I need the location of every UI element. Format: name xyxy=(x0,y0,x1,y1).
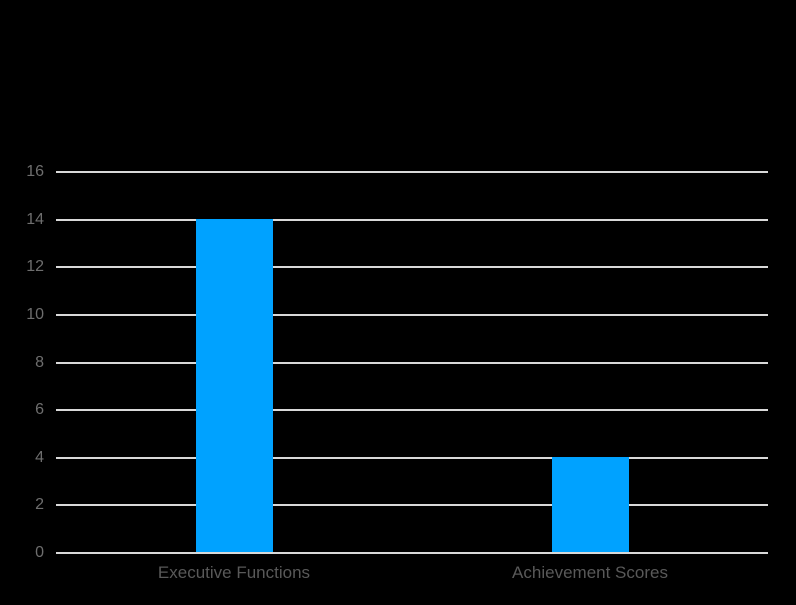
x-category-label-achievement-scores: Achievement Scores xyxy=(512,563,668,582)
y-tick-label-8: 8 xyxy=(35,353,44,371)
gridline-14 xyxy=(56,218,768,221)
gridline-12 xyxy=(56,266,768,269)
plot-area xyxy=(56,171,768,554)
y-tick-label-14: 14 xyxy=(26,210,44,228)
x-category-label-executive-functions: Executive Functions xyxy=(157,563,311,582)
gridline-16 xyxy=(56,171,768,173)
gridline-2 xyxy=(56,504,768,507)
y-tick-label-6: 6 xyxy=(35,401,44,419)
y-tick-label-2: 2 xyxy=(35,496,44,514)
y-tick-label-0: 0 xyxy=(35,544,44,561)
y-tick-label-12: 12 xyxy=(26,258,44,276)
gridline-10 xyxy=(56,313,768,316)
bar-executive-functions xyxy=(195,218,273,552)
y-tick-label-16: 16 xyxy=(26,163,44,180)
y-tick-label-4: 4 xyxy=(35,448,44,466)
gridline-4 xyxy=(56,456,768,459)
gridline-0 xyxy=(56,552,768,554)
bar-achievement-scores xyxy=(551,456,629,552)
gridline-8 xyxy=(56,361,768,364)
y-tick-label-10: 10 xyxy=(26,305,44,323)
gridline-6 xyxy=(56,409,768,412)
